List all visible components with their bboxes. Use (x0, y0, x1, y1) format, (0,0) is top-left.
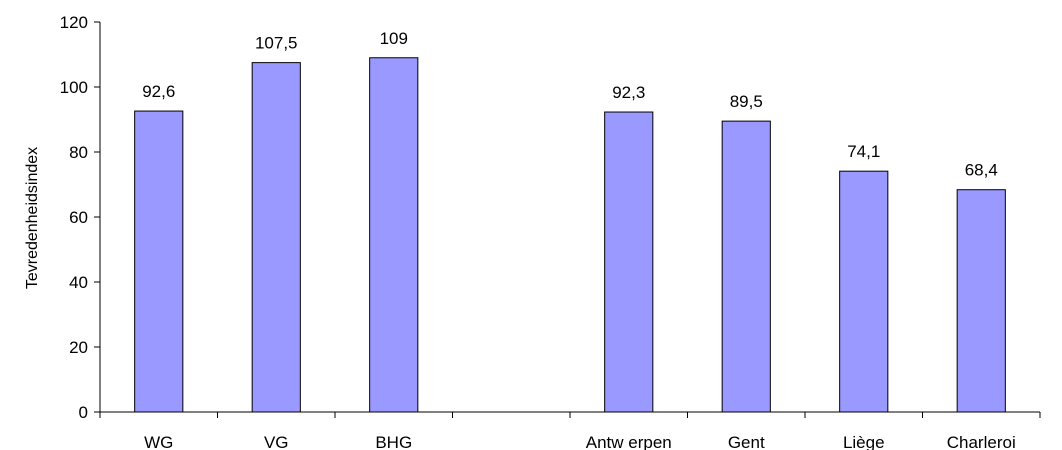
bar (956, 189, 1006, 413)
category-label: Charleroi (947, 433, 1016, 450)
y-tick-label: 0 (79, 403, 88, 422)
data-label: 74,1 (847, 142, 880, 161)
category-labels: WG VG BHG Antw erpen Gent Liège Charleroi (144, 433, 1016, 450)
category-label: BHG (375, 433, 412, 450)
bars (134, 57, 1006, 413)
bar (251, 62, 301, 413)
category-label: WG (144, 433, 173, 450)
data-label: 68,4 (965, 161, 998, 180)
y-tick-label: 80 (69, 143, 88, 162)
data-label: 92,6 (142, 82, 175, 101)
bar (369, 57, 419, 413)
bar (604, 111, 654, 413)
x-axis (99, 411, 1041, 418)
bar (134, 110, 184, 413)
data-label: 107,5 (255, 34, 298, 53)
data-label: 92,3 (612, 83, 645, 102)
bar (839, 170, 889, 413)
category-label: Gent (728, 433, 765, 450)
category-label: Liège (843, 433, 885, 450)
category-label: Antw erpen (586, 433, 672, 450)
y-tick-label: 40 (69, 273, 88, 292)
y-axis-title: Tevredenheidsindex (24, 147, 41, 289)
y-tick-label: 100 (60, 78, 88, 97)
y-tick-label: 60 (69, 208, 88, 227)
y-tick-label: 20 (69, 338, 88, 357)
bar (721, 120, 771, 413)
data-label: 109 (380, 29, 408, 48)
y-axis: 0 20 40 60 80 100 120 (60, 13, 101, 422)
y-tick-label: 120 (60, 13, 88, 32)
data-label: 89,5 (730, 92, 763, 111)
data-labels: 92,6 107,5 109 92,3 89,5 74,1 68,4 (142, 29, 998, 180)
category-label: VG (264, 433, 289, 450)
